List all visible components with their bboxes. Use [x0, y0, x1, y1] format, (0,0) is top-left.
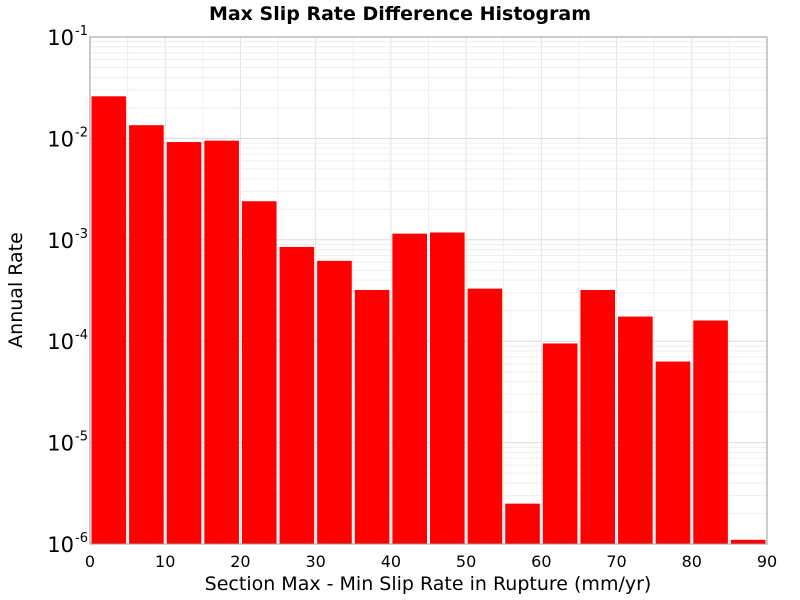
y-tick-label: 10 -4	[47, 328, 88, 354]
histogram-bar	[580, 289, 616, 544]
y-tick-label: 10 -1	[47, 24, 88, 50]
x-tick-label: 10	[155, 552, 175, 571]
histogram-bar	[505, 503, 540, 544]
x-tick-label: 70	[606, 552, 626, 571]
histogram-bar	[354, 289, 390, 544]
plot-frame	[89, 36, 768, 545]
x-axis-label: Section Max - Min Slip Rate in Rupture (…	[205, 573, 652, 595]
histogram-bar	[730, 539, 766, 544]
histogram-bar	[430, 232, 465, 544]
histogram-bar	[241, 201, 277, 544]
y-tick-base: 10	[47, 533, 74, 557]
histogram-bar	[655, 361, 691, 544]
y-tick-base: 10	[47, 26, 74, 50]
y-tick-base: 10	[47, 229, 74, 253]
x-tick-label: 40	[381, 552, 401, 571]
y-tick-label: 10 -6	[47, 531, 88, 557]
bars-group	[91, 96, 766, 545]
y-axis-ticks: 10-610-510-410-310-210-1	[47, 24, 88, 557]
y-tick-base: 10	[47, 432, 74, 456]
x-tick-label: 20	[230, 552, 250, 571]
histogram-bar	[317, 260, 352, 544]
histogram-bar	[129, 125, 164, 545]
y-tick-exponent: -6	[75, 531, 88, 546]
y-tick-exponent: -2	[75, 125, 88, 140]
x-tick-label: 30	[305, 552, 325, 571]
x-tick-label: 60	[531, 552, 551, 571]
x-tick-label: 90	[757, 552, 777, 571]
histogram-bar	[204, 140, 239, 545]
x-tick-label: 50	[456, 552, 476, 571]
y-tick-base: 10	[47, 127, 74, 151]
y-tick-label: 10 -5	[47, 430, 88, 456]
histogram-bar	[392, 233, 427, 544]
y-tick-exponent: -5	[75, 430, 88, 445]
histogram-bar	[618, 316, 653, 544]
y-tick-exponent: -3	[75, 227, 88, 242]
histogram-bar	[467, 288, 503, 544]
y-tick-base: 10	[47, 330, 74, 354]
histogram-bar	[542, 343, 578, 544]
y-tick-label: 10 -3	[47, 227, 88, 253]
grid-lines	[90, 37, 767, 544]
x-tick-label: 0	[85, 552, 95, 571]
y-tick-label: 10 -2	[47, 125, 88, 151]
x-tick-label: 80	[682, 552, 702, 571]
y-axis-label: Annual Rate	[5, 232, 27, 348]
y-tick-exponent: -1	[75, 24, 88, 39]
x-axis-ticks: 0 10 20 30 40 50 60 70 80 90	[85, 552, 777, 571]
histogram-bar	[91, 96, 127, 544]
histogram-bar	[693, 320, 728, 544]
chart-title: Max Slip Rate Difference Histogram	[209, 3, 591, 25]
histogram-bar	[166, 142, 202, 545]
histogram-bar	[279, 246, 315, 545]
y-tick-exponent: -4	[75, 328, 88, 343]
